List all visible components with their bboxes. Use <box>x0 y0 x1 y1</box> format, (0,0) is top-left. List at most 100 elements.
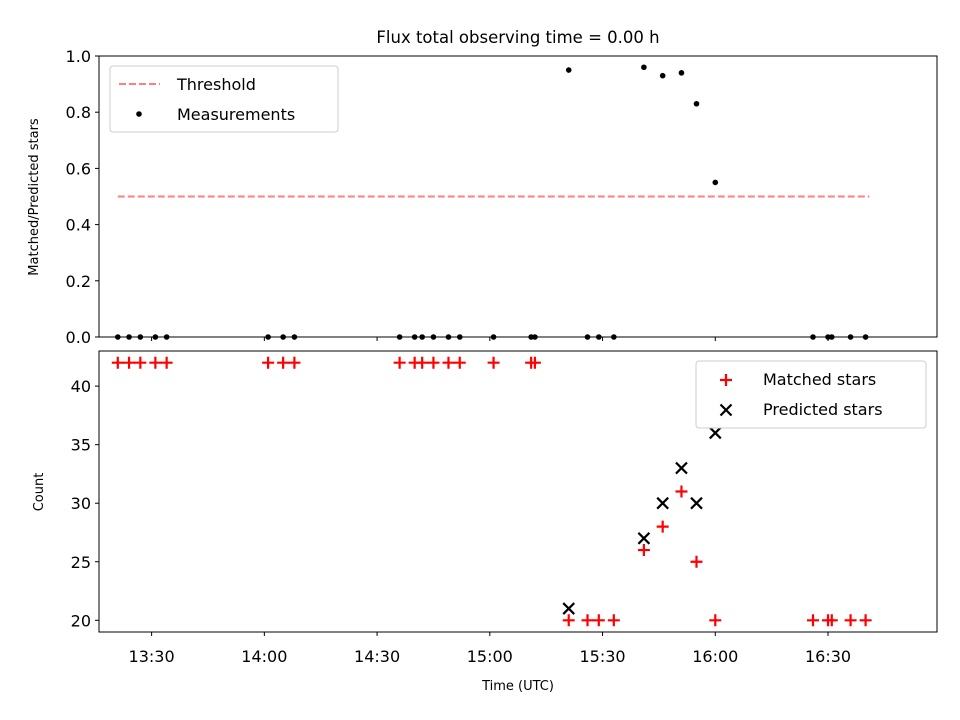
measurement-point <box>396 334 403 340</box>
legend-threshold-label: Threshold <box>176 75 256 94</box>
measurement-point <box>265 334 271 340</box>
measurement-point <box>490 334 497 340</box>
measurement-point <box>291 334 298 340</box>
measurement-point <box>693 100 700 107</box>
matched-star-point <box>581 614 594 627</box>
measurement-point <box>565 67 572 73</box>
matched-star-point <box>806 614 819 627</box>
bottom-legend: Matched stars Predicted stars <box>695 360 927 429</box>
matched-star-point <box>637 544 650 557</box>
y-tick-label: 40 <box>71 377 91 396</box>
predicted-star-point <box>709 426 722 440</box>
measurement-point <box>810 334 816 340</box>
y-tick-label: 1.0 <box>66 47 91 66</box>
y-tick-label: 35 <box>71 436 91 455</box>
matched-star-point <box>123 356 136 369</box>
legend-measurements-label: Measurements <box>177 105 295 124</box>
y-tick-label: 30 <box>71 494 91 513</box>
matched-star-point <box>149 356 162 369</box>
x-tick-label: 15:00 <box>467 647 513 666</box>
bottom-y-axis-label: Count <box>32 473 47 512</box>
matched-star-point <box>562 614 575 627</box>
measurement-point <box>411 334 418 340</box>
x-tick-label: 14:00 <box>241 647 287 666</box>
x-tick-label: 14:30 <box>354 647 400 666</box>
measurement-point <box>419 334 425 340</box>
matched-star-point <box>487 356 500 369</box>
x-tick-label: 13:30 <box>129 647 175 666</box>
measurement-point <box>862 334 869 340</box>
y-tick-label: 0.4 <box>66 216 91 235</box>
measurement-point <box>828 334 835 340</box>
legend-box <box>695 360 927 429</box>
legend-predicted-label: Predicted stars <box>763 400 883 419</box>
matched-star-point <box>442 356 455 369</box>
legend-matched-swatch <box>720 374 732 386</box>
measurement-point <box>678 70 685 76</box>
y-tick-label: 0.6 <box>66 159 91 178</box>
matched-star-point <box>416 356 429 369</box>
legend-box <box>109 65 339 133</box>
measurement-point <box>152 334 159 340</box>
top-y-axis-label: Matched/Predicted stars <box>27 118 42 276</box>
matched-star-point <box>160 356 173 369</box>
legend-predicted-swatch <box>719 403 733 417</box>
x-tick-label: 15:30 <box>579 647 625 666</box>
y-tick-label: 0.2 <box>66 272 91 291</box>
measurement-point <box>445 334 452 340</box>
matched-star-point <box>288 356 301 369</box>
figure-title: Flux total observing time = 0.00 h <box>376 28 659 47</box>
matched-star-point <box>528 356 541 369</box>
matched-star-point <box>607 614 620 627</box>
measurement-point <box>712 179 719 186</box>
matched-star-point <box>709 614 722 627</box>
top-legend: Threshold Measurements <box>109 65 339 133</box>
matched-star-point <box>453 356 466 369</box>
measurement-point <box>847 334 854 340</box>
y-tick-label: 0.8 <box>66 103 91 122</box>
legend-matched-label: Matched stars <box>763 370 876 389</box>
matched-star-point <box>675 485 688 498</box>
x-axis-label: Time (UTC) <box>481 679 554 694</box>
measurement-point <box>163 334 170 340</box>
x-tick-label: 16:30 <box>805 647 851 666</box>
legend-measurements-swatch <box>136 111 142 117</box>
measurement-point <box>280 334 286 340</box>
measurement-point <box>611 334 617 340</box>
predicted-star-point <box>656 496 669 510</box>
measurement-point <box>114 334 121 340</box>
matched-star-point <box>825 614 838 627</box>
matched-star-point <box>427 356 440 369</box>
top-plot-area: 0.0 0.2 0.4 0.6 0.8 1.0 Threshold Measurements <box>66 47 938 347</box>
y-tick-label: 25 <box>71 553 91 572</box>
predicted-star-point <box>637 532 651 545</box>
plot-frame <box>98 350 938 633</box>
measurement-point <box>532 334 538 340</box>
measurement-point <box>584 334 591 340</box>
measurement-point <box>641 64 647 71</box>
matched-star-point <box>592 614 605 627</box>
matched-star-point <box>134 356 147 369</box>
measurement-point <box>137 334 144 340</box>
matched-star-point <box>656 520 669 533</box>
matched-star-point <box>277 356 290 369</box>
x-tick-label: 16:00 <box>692 647 738 666</box>
bottom-plot-area: 20 25 30 35 40 13:30 14:00 14:30 15:00 15:30 16:00… <box>71 350 938 666</box>
predicted-star-point <box>690 496 703 510</box>
measurement-point <box>126 334 132 340</box>
y-tick-label: 0.0 <box>66 328 91 347</box>
matched-star-point <box>844 614 857 627</box>
matched-star-point <box>262 356 275 369</box>
matched-star-point <box>859 614 872 627</box>
predicted-star-point <box>675 461 688 475</box>
measurement-point <box>659 72 666 79</box>
matched-star-point <box>393 356 406 369</box>
measurement-point <box>456 334 463 340</box>
measurement-point <box>595 334 602 340</box>
measurement-point <box>430 334 437 340</box>
matched-star-point <box>111 356 124 369</box>
predicted-star-point <box>562 602 576 615</box>
plot-frame <box>98 55 938 338</box>
